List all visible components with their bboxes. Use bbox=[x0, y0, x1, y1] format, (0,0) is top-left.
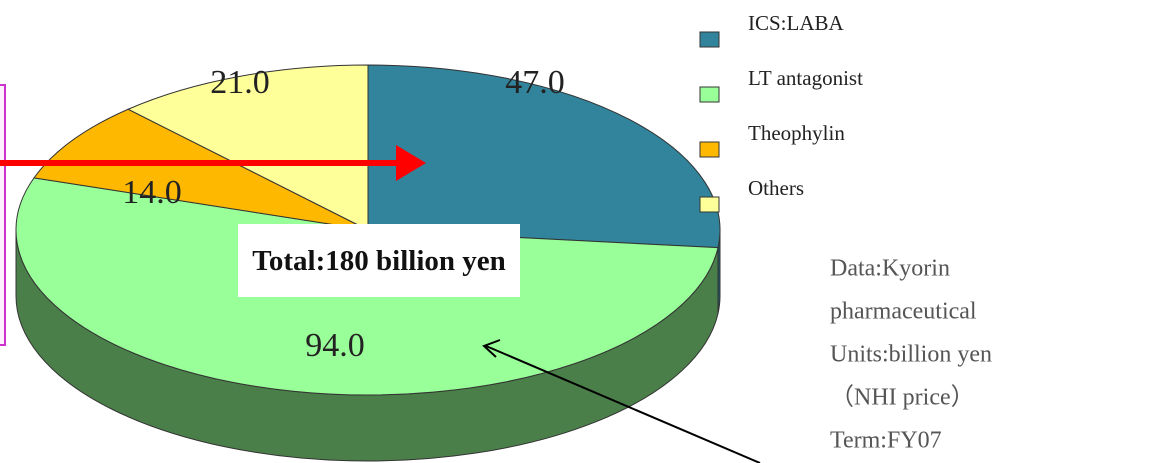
legend-label: Theophylin bbox=[748, 121, 845, 145]
slice bbox=[126, 64, 369, 231]
source-line: Term:FY07 bbox=[830, 428, 942, 454]
black-arrow bbox=[485, 345, 761, 463]
legend-swatch bbox=[699, 141, 720, 158]
side-box bbox=[0, 84, 6, 346]
slice bbox=[33, 108, 369, 231]
legend-swatch bbox=[699, 86, 720, 103]
legend-swatch bbox=[699, 31, 720, 48]
black-arrow-head bbox=[482, 339, 501, 358]
legend-swatch bbox=[699, 196, 720, 213]
source-line: pharmaceutical bbox=[830, 299, 977, 325]
source-notes: Data:Kyorin pharmaceutical Units:billion y… bbox=[830, 256, 992, 454]
legend-label: ICS:LABA bbox=[748, 11, 845, 35]
legend-label: LT antagonist bbox=[748, 66, 863, 90]
pie: 47.0 94.0 14.0 21.0 bbox=[15, 64, 721, 462]
source-line: Units:billion yen bbox=[830, 342, 992, 368]
legend-label: Others bbox=[748, 176, 804, 200]
total-annotation: Total:180 billion yen bbox=[238, 224, 520, 297]
value-label: 14.0 bbox=[122, 174, 182, 211]
source-line: （NHI price） bbox=[830, 385, 975, 411]
value-label: 21.0 bbox=[210, 64, 270, 101]
value-label: 47.0 bbox=[505, 64, 565, 101]
source-line: Data:Kyorin bbox=[830, 256, 950, 282]
value-label: 94.0 bbox=[305, 327, 365, 364]
legend: ICS:LABA LT antagonist Theophylin Others bbox=[699, 11, 863, 213]
